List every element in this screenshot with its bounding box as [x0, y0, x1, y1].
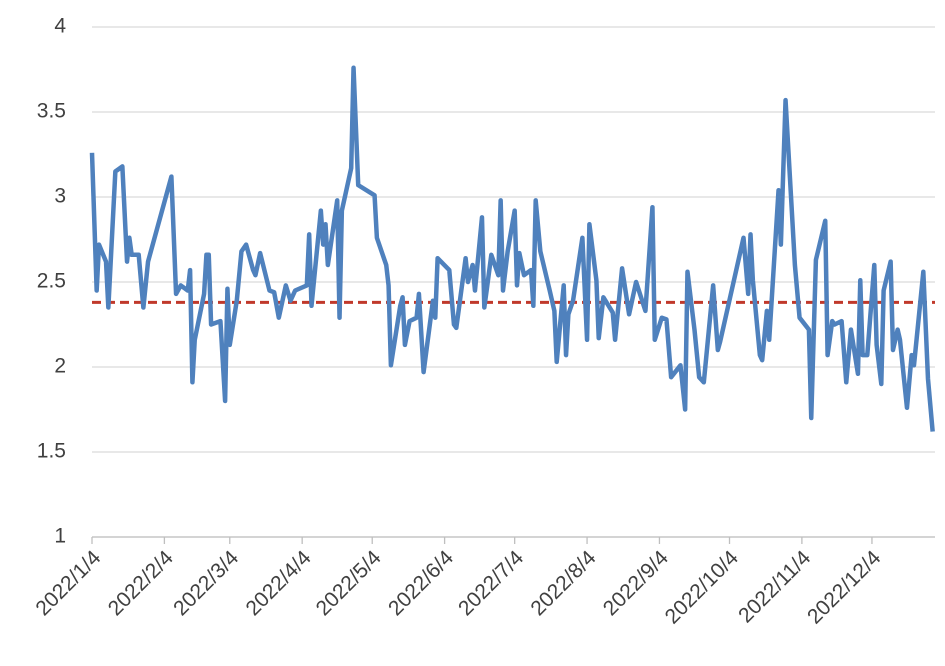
x-tick-label: 2022/1/4 [31, 546, 105, 620]
x-tick-label: 2022/7/4 [454, 546, 528, 620]
x-tick-label: 2022/9/4 [599, 546, 673, 620]
x-tick-label: 2022/3/4 [169, 546, 243, 620]
x-tick-label: 2022/4/4 [242, 546, 316, 620]
x-tick-label: 2022/2/4 [104, 546, 178, 620]
y-tick-label: 3.5 [37, 100, 66, 123]
x-tick-label: 2022/5/4 [312, 546, 386, 620]
x-tick-label: 2022/8/4 [526, 546, 600, 620]
x-tick-label: 2022/6/4 [384, 546, 458, 620]
x-tick-label: 2022/10/4 [661, 546, 744, 629]
data-line [89, 65, 935, 432]
y-tick-label: 2 [54, 355, 66, 378]
y-tick-label: 2.5 [37, 270, 66, 293]
x-tick-label: 2022/11/4 [734, 546, 815, 627]
y-tick-label: 4 [54, 15, 66, 38]
x-tick-label: 2022/12/4 [803, 546, 886, 629]
y-tick-label: 1 [54, 525, 66, 548]
y-tick-label: 1.5 [37, 440, 66, 463]
y-tick-label: 3 [54, 185, 66, 208]
